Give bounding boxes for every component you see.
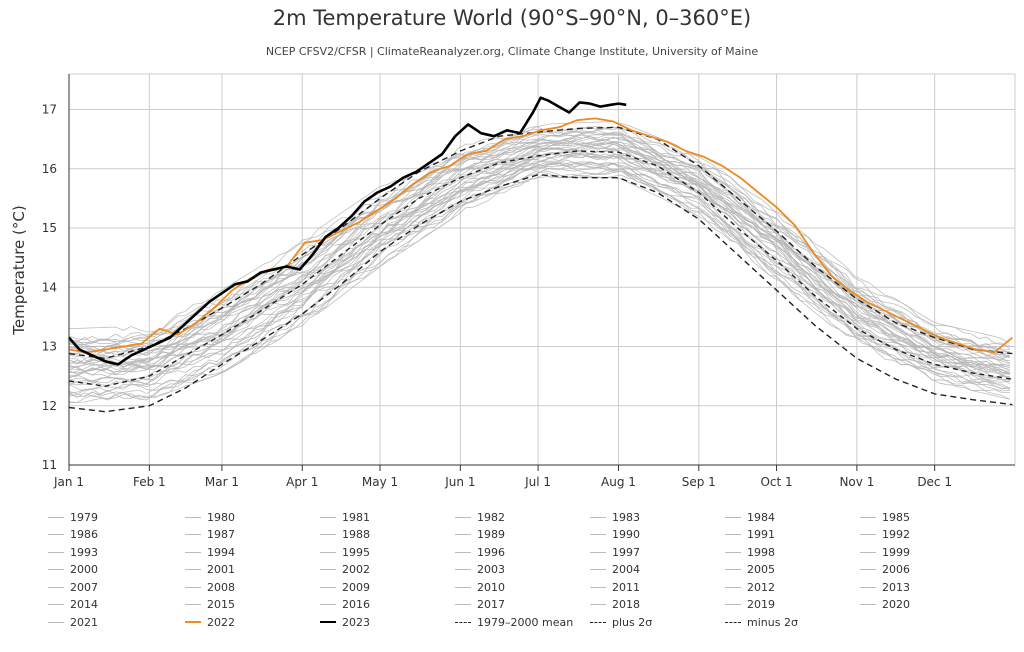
series-line-1979: [68, 170, 1010, 397]
series-line-1979-2000-mean: [68, 150, 1013, 387]
x-tick-label: May 1: [362, 475, 398, 489]
x-tick-label: Sep 1: [682, 475, 716, 489]
series-line-2002: [68, 139, 1010, 372]
x-tick-label: Jul 1: [524, 475, 551, 489]
series-line-minus-2-: [68, 173, 1013, 413]
highlight-series: [68, 96, 1013, 413]
series-line-1983: [68, 163, 1010, 398]
y-tick-label: 14: [42, 280, 57, 294]
series-line-2022: [68, 117, 1013, 354]
x-tick-label: Jun 1: [444, 475, 475, 489]
series-line-2000: [68, 147, 1010, 374]
y-tick-label: 13: [42, 340, 57, 354]
series-line-2017: [68, 134, 1010, 357]
chart-subtitle: NCEP CFSV2/CFSR | ClimateReanalyzer.org,…: [265, 45, 759, 58]
y-tick-label: 11: [42, 458, 57, 472]
series-line-2010: [68, 139, 1010, 358]
series-line-1985: [68, 170, 1010, 401]
series-line-2019: [68, 130, 1011, 355]
series-line-2005: [68, 140, 1010, 369]
y-axis-label: Temperature (°C): [10, 205, 28, 335]
series-line-1988: [68, 160, 1010, 386]
series-line-2016: [68, 126, 1010, 347]
series-line-2014: [68, 138, 1010, 361]
chart-title: 2m Temperature World (90°S–90°N, 0–360°E…: [272, 6, 752, 30]
x-tick-label: Apr 1: [286, 475, 318, 489]
x-tick-label: Feb 1: [133, 475, 166, 489]
x-tick-label: Jan 1: [53, 475, 84, 489]
series-line-2020: [68, 121, 1010, 344]
y-tick-label: 15: [42, 221, 57, 235]
y-tick-label: 12: [42, 399, 57, 413]
series-line-1991: [68, 162, 1010, 386]
series-line-1984: [68, 159, 1010, 383]
series-line-1994: [68, 150, 1010, 377]
y-tick-label: 16: [42, 162, 57, 176]
series-line-2021: [68, 125, 1011, 350]
series-line-1996: [68, 153, 1010, 374]
axes: 11 12 13 14 15 16 17 Jan 1 Feb 1 Mar 1 Apr 1 May 1 J…: [42, 74, 1015, 489]
series-line-plus-2-: [68, 126, 1013, 360]
series-line-2004: [68, 136, 1011, 364]
y-tick-label: 17: [42, 103, 57, 117]
x-tick-label: Aug 1: [601, 475, 636, 489]
x-tick-label: Oct 1: [760, 475, 792, 489]
x-tick-label: Dec 1: [917, 475, 952, 489]
series-line-2023: [68, 96, 627, 366]
series-line-2013: [68, 134, 1010, 365]
series-line-1989: [68, 152, 1010, 387]
background-year-lines: [68, 121, 1011, 404]
x-tick-label: Nov 1: [839, 475, 874, 489]
series-line-1986: [68, 161, 1010, 398]
series-line-1997: [68, 151, 1011, 381]
x-tick-label: Mar 1: [205, 475, 239, 489]
series-line-2006: [68, 140, 1010, 375]
series-line-1993: [68, 151, 1010, 378]
